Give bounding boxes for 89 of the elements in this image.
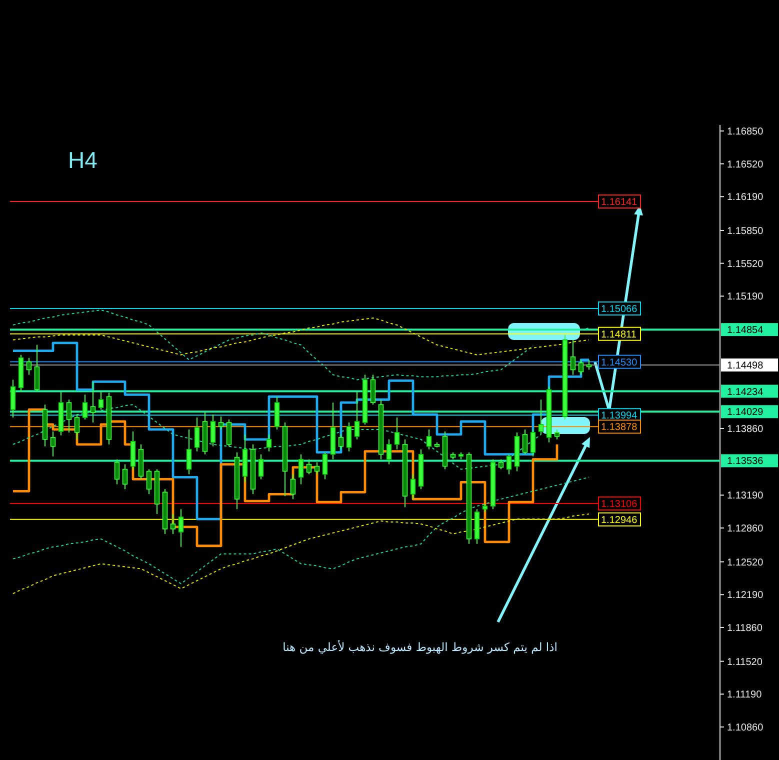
- ref-line-label: 1.13536: [727, 456, 764, 468]
- candlestick: [314, 462, 320, 475]
- ref-line-label: 1.12946: [601, 514, 638, 526]
- candlestick: [186, 428, 192, 475]
- candlestick: [194, 417, 200, 452]
- price-label: 1.13106: [598, 496, 641, 510]
- candlestick: [498, 458, 504, 470]
- candlestick: [170, 514, 176, 534]
- line-series: [12, 318, 590, 356]
- candlestick: [426, 428, 432, 450]
- candlestick: [506, 454, 512, 475]
- candlestick: [298, 454, 304, 485]
- y-tick-label: 1.12860: [727, 523, 764, 534]
- text: H4: [68, 147, 98, 173]
- candlestick: [178, 508, 184, 548]
- candlestick: [10, 379, 16, 418]
- y-tick-label: 1.16190: [727, 192, 764, 204]
- candlestick: [74, 414, 80, 440]
- y-tick-label: 1.15190: [727, 292, 764, 303]
- candlestick: [146, 468, 152, 495]
- y-tick-label: 1.12520: [727, 557, 764, 568]
- price-label: 1.13878: [598, 420, 641, 434]
- price-label: 1.14854: [721, 323, 778, 336]
- line-series: [12, 476, 590, 584]
- price-label: 1.16141: [598, 194, 641, 209]
- candlestick: [338, 434, 344, 450]
- candlestick: [522, 428, 528, 455]
- candlestick: [82, 394, 88, 420]
- price-label: 1.14530: [598, 354, 641, 369]
- y-tick-label: 1.13860: [727, 424, 764, 435]
- price-label: 1.14498: [721, 358, 778, 372]
- y-tick-label: 1.11520: [727, 656, 763, 668]
- candlestick: [586, 359, 592, 370]
- candlestick: [98, 391, 104, 410]
- candlestick: [50, 430, 56, 457]
- candlestick: [570, 339, 576, 376]
- y-tick-label: 1.16850: [727, 126, 764, 138]
- y-tick-label: 1.11860: [727, 622, 763, 634]
- y-tick-label: 1.15520: [727, 258, 764, 270]
- price-label: 1.12946: [598, 512, 641, 526]
- candlestick: [218, 416, 224, 430]
- candlestick: [346, 422, 352, 452]
- candlestick: [386, 438, 392, 465]
- candlestick: [114, 458, 120, 485]
- candlestick: [554, 428, 560, 440]
- y-tick-label: 1.13190: [727, 490, 764, 502]
- ref-line-label: 1.14029: [727, 407, 764, 418]
- price-label: 1.14029: [721, 405, 778, 418]
- ref-line-label: 1.14854: [727, 325, 764, 336]
- annotation: اذا لم يتم كسر شروط الهبوط فسوف نذهب لأعلي من هنا: [282, 640, 558, 654]
- candlestick: [410, 474, 416, 500]
- candlestick: [354, 391, 360, 440]
- candlestick: [370, 374, 376, 406]
- ref-line-label: 1.14498: [727, 360, 764, 372]
- ref-line-label: 1.14234: [727, 386, 764, 398]
- candlestick: [394, 417, 400, 450]
- candlestick: [122, 464, 128, 490]
- candlestick: [66, 399, 72, 433]
- candlestick: [306, 458, 312, 475]
- ref-line-label: 1.14530: [601, 357, 638, 368]
- candlestick: [258, 454, 264, 480]
- price-label: 1.14234: [721, 384, 778, 398]
- candlestick: [226, 419, 232, 447]
- candlestick: [538, 399, 544, 435]
- line-series: [12, 514, 590, 594]
- price-label: 1.13536: [721, 454, 778, 468]
- ref-line-label: 1.15066: [601, 304, 638, 315]
- candlestick: [90, 381, 96, 423]
- candlestick: [26, 357, 32, 376]
- candlestick: [274, 396, 280, 430]
- candlestick: [290, 474, 296, 500]
- ref-line-label: 1.13994: [601, 410, 638, 422]
- candlestick: [530, 428, 536, 457]
- ref-line-label: 1.13878: [601, 422, 638, 434]
- price-label: 1.14811: [598, 326, 641, 341]
- y-tick-label: 1.11190: [727, 690, 762, 701]
- candlestick: [34, 344, 40, 392]
- ref-line-label: 1.14811: [601, 329, 637, 340]
- candlestick: [210, 414, 216, 447]
- y-tick-label: 1.10860: [727, 722, 764, 734]
- ref-line-label: 1.13106: [601, 498, 638, 510]
- ref-line-label: 1.16141: [601, 197, 638, 208]
- y-tick-label: 1.12190: [727, 590, 764, 602]
- candlestick: [322, 452, 328, 480]
- price-label: 1.15066: [598, 301, 641, 316]
- y-tick-label: 1.15850: [727, 226, 764, 237]
- y-tick-label: 1.16520: [727, 159, 764, 170]
- candlestick: [578, 359, 584, 376]
- candlestick: [266, 434, 272, 452]
